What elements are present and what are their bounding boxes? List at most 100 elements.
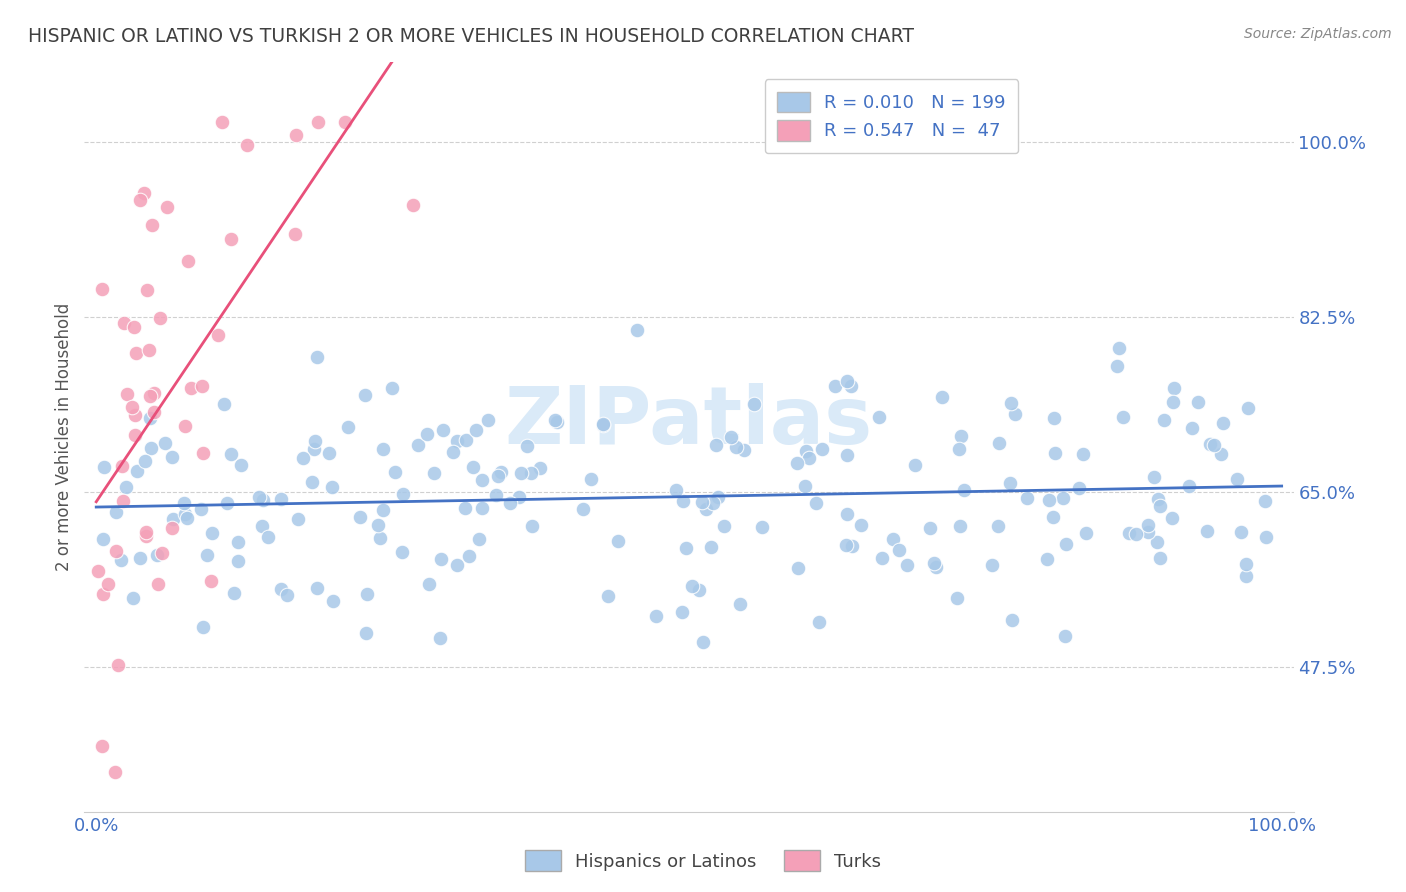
Point [353, 387, 375, 401]
Point [132, 186, 155, 201]
Point [807, 615, 830, 629]
Point [592, 417, 614, 432]
Point [720, 430, 742, 444]
Point [1234, 568, 1257, 582]
Point [193, 620, 215, 634]
Point [247, 490, 270, 504]
Point [150, 546, 173, 560]
Point [368, 531, 391, 545]
Point [690, 495, 713, 509]
Point [1038, 493, 1060, 508]
Point [124, 408, 146, 422]
Point [835, 449, 858, 463]
Point [356, 587, 378, 601]
Point [598, 590, 620, 604]
Point [882, 532, 904, 546]
Point [423, 466, 446, 480]
Point [138, 343, 160, 358]
Point [1004, 408, 1026, 422]
Point [849, 518, 872, 533]
Point [1001, 613, 1024, 627]
Point [125, 464, 148, 478]
Point [1187, 395, 1209, 409]
Text: HISPANIC OR LATINO VS TURKISH 2 OR MORE VEHICLES IN HOUSEHOLD CORRELATION CHART: HISPANIC OR LATINO VS TURKISH 2 OR MORE … [28, 27, 914, 45]
Point [1147, 491, 1170, 506]
Point [135, 525, 157, 540]
Point [870, 550, 893, 565]
Point [270, 491, 292, 506]
Point [1234, 558, 1257, 572]
Point [835, 538, 858, 552]
Point [284, 128, 307, 142]
Point [322, 594, 344, 608]
Point [252, 492, 274, 507]
Point [787, 561, 810, 575]
Point [1143, 469, 1166, 483]
Point [301, 475, 323, 490]
Point [1209, 447, 1232, 461]
Point [105, 544, 128, 558]
Point [1178, 479, 1201, 493]
Point [1052, 491, 1074, 506]
Point [489, 465, 512, 479]
Point [418, 577, 440, 591]
Y-axis label: 2 or more Vehicles in Household: 2 or more Vehicles in Household [55, 303, 73, 571]
Point [1237, 401, 1260, 415]
Point [733, 442, 755, 457]
Point [207, 327, 229, 342]
Point [1000, 396, 1022, 410]
Point [681, 579, 703, 593]
Point [486, 469, 509, 483]
Point [457, 549, 479, 563]
Point [177, 253, 200, 268]
Point [226, 554, 249, 568]
Point [139, 388, 162, 402]
Point [307, 351, 329, 365]
Point [454, 500, 477, 515]
Point [111, 493, 134, 508]
Point [546, 415, 568, 429]
Legend: Hispanics or Latinos, Turks: Hispanics or Latinos, Turks [517, 843, 889, 879]
Point [471, 501, 494, 516]
Point [112, 317, 135, 331]
Point [141, 218, 163, 232]
Point [702, 496, 724, 510]
Text: Source: ZipAtlas.com: Source: ZipAtlas.com [1244, 27, 1392, 41]
Point [384, 465, 406, 479]
Point [111, 458, 134, 473]
Point [468, 532, 491, 546]
Point [1071, 446, 1094, 460]
Point [797, 451, 820, 466]
Point [91, 587, 114, 601]
Point [794, 479, 817, 493]
Point [824, 379, 846, 393]
Point [142, 404, 165, 418]
Point [1195, 524, 1218, 538]
Point [381, 381, 404, 395]
Point [125, 346, 148, 360]
Point [104, 764, 127, 779]
Point [1136, 524, 1159, 539]
Point [1054, 536, 1077, 550]
Point [868, 409, 890, 424]
Point [724, 441, 747, 455]
Point [349, 509, 371, 524]
Point [626, 323, 648, 337]
Point [744, 397, 766, 411]
Point [841, 539, 863, 553]
Point [607, 533, 630, 548]
Point [190, 379, 212, 393]
Point [704, 438, 727, 452]
Point [1036, 552, 1059, 566]
Point [675, 541, 697, 555]
Point [173, 507, 195, 521]
Point [1149, 550, 1171, 565]
Point [1112, 410, 1135, 425]
Point [446, 558, 468, 573]
Point [91, 532, 114, 546]
Point [124, 428, 146, 442]
Point [465, 423, 488, 437]
Point [471, 473, 494, 487]
Point [229, 458, 252, 472]
Point [931, 390, 953, 404]
